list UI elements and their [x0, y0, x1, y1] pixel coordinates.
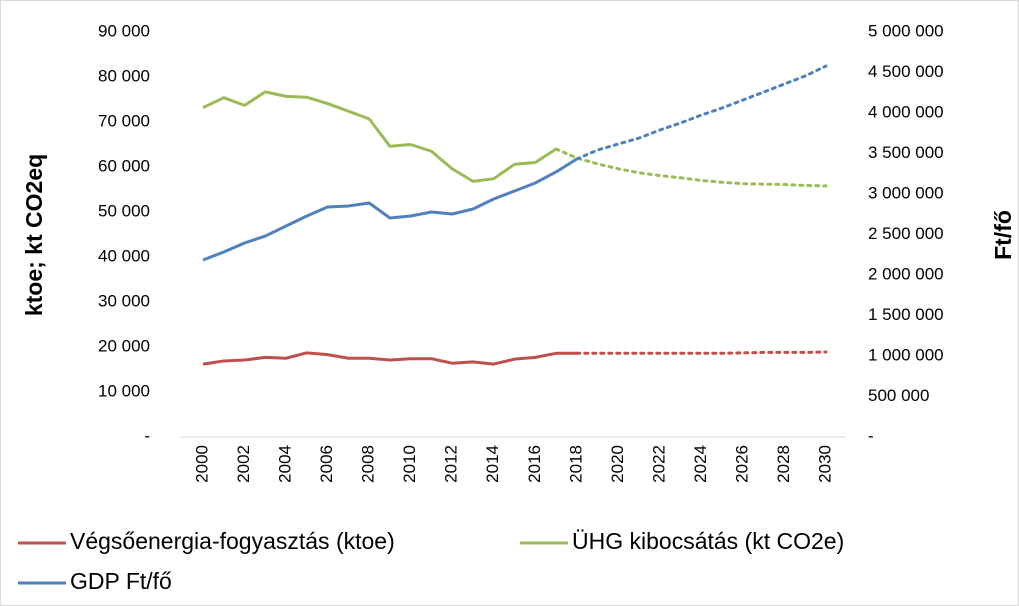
y-tick-label: 30 000: [98, 291, 150, 310]
x-tick-label: 2022: [649, 445, 668, 483]
projection-line: [575, 350, 828, 355]
y2-tick-label: 4 500 000: [868, 62, 944, 81]
y2-tick-label: 3 500 000: [868, 143, 944, 162]
legend-label: Végsőenergia-fogyasztás (ktoe): [70, 528, 395, 554]
x-tick-label: 2012: [442, 445, 461, 483]
y2-tick-label: 1 000 000: [868, 345, 944, 364]
y2-tick-label: 2 000 000: [868, 264, 944, 283]
y-tick-label: 40 000: [98, 246, 150, 265]
y-tick-label: 50 000: [98, 201, 150, 220]
data-line: [202, 90, 557, 183]
data-line: [202, 351, 577, 366]
x-tick-label: 2016: [525, 445, 544, 483]
y2-tick-label: 3 000 000: [868, 183, 944, 202]
legend-label: GDP Ft/fő: [70, 568, 172, 594]
x-tick-label: 2004: [276, 445, 295, 483]
y2-tick-label: -: [868, 426, 874, 445]
x-tick-label: 2008: [359, 445, 378, 483]
y2-axis-title: Ft/fő: [990, 210, 1016, 260]
x-tick-label: 2002: [234, 445, 253, 483]
y2-tick-label: 4 000 000: [868, 102, 944, 121]
x-tick-label: 2010: [400, 445, 419, 483]
x-tick-label: 2020: [608, 445, 627, 483]
x-tick-label: 2024: [691, 445, 710, 483]
y-axis-title: ktoe; kt CO2eq: [21, 154, 47, 316]
y-tick-label: 70 000: [98, 111, 150, 130]
y-tick-label: -: [144, 426, 150, 445]
y2-tick-label: 500 000: [868, 386, 929, 405]
y2-tick-label: 2 500 000: [868, 224, 944, 243]
legend-label: ÜHG kibocsátás (kt CO2e): [572, 528, 844, 554]
projection-line: [554, 147, 828, 188]
x-tick-label: 2018: [566, 445, 585, 483]
data-line: [202, 157, 578, 262]
y-tick-label: 20 000: [98, 336, 150, 355]
x-tick-label: 2006: [317, 445, 336, 483]
x-tick-label: 2030: [815, 445, 834, 483]
x-tick-label: 2014: [483, 445, 502, 483]
y-tick-label: 10 000: [98, 381, 150, 400]
x-tick-label: 2026: [732, 445, 751, 483]
y2-tick-label: 1 500 000: [868, 305, 944, 324]
y-tick-label: 60 000: [98, 156, 150, 175]
y-tick-label: 80 000: [98, 66, 150, 85]
x-tick-label: 2000: [192, 445, 211, 483]
y2-tick-label: 5 000 000: [868, 21, 944, 40]
projection-line: [575, 64, 828, 161]
x-tick-label: 2028: [774, 445, 793, 483]
y-tick-label: 90 000: [98, 21, 150, 40]
